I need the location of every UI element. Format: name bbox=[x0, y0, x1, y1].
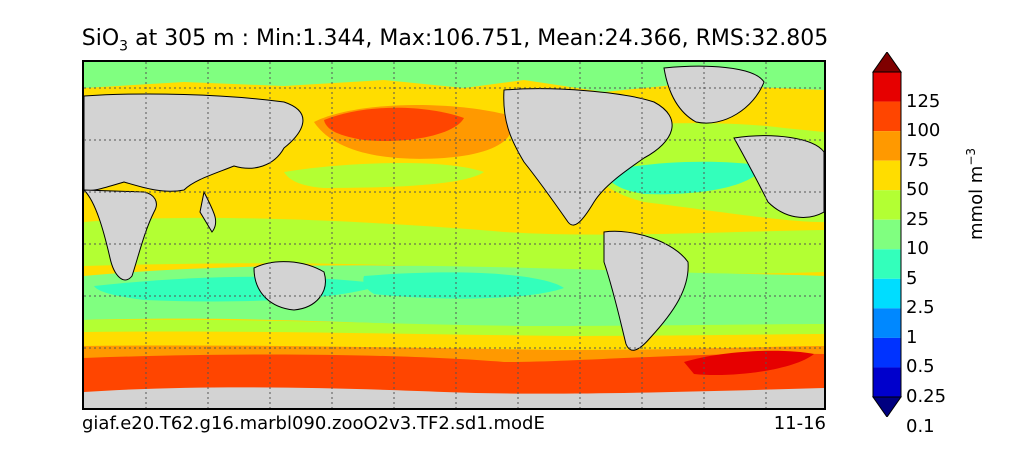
colorbar-tick-label: 0.25 bbox=[906, 386, 947, 407]
colorbar-extend-max bbox=[872, 52, 902, 73]
colorbar-tick-label: 0.5 bbox=[906, 356, 935, 378]
arctic-5-region bbox=[84, 62, 824, 92]
colorbar bbox=[872, 52, 902, 417]
units-base: mmol m bbox=[966, 165, 987, 240]
colorbar-segment bbox=[873, 131, 901, 161]
colorbar-segment bbox=[873, 249, 901, 279]
ocean-map-svg bbox=[84, 62, 824, 408]
south-america-land bbox=[603, 230, 689, 351]
greenland-land bbox=[663, 65, 765, 124]
ocean-map bbox=[82, 60, 826, 410]
africa-land bbox=[84, 189, 157, 281]
colorbar-segment bbox=[873, 72, 901, 102]
graticule bbox=[84, 62, 824, 408]
colorbar-tick-label: 125 bbox=[906, 90, 941, 112]
colorbar-tick-label: 2.5 bbox=[906, 297, 935, 319]
title-species: SiO bbox=[81, 26, 120, 51]
colorbar-segment bbox=[873, 101, 901, 132]
colorbar-tick-label: 5 bbox=[906, 267, 918, 289]
north-america-land bbox=[503, 88, 673, 226]
colorbar-segment bbox=[873, 190, 901, 220]
npac-10-band bbox=[284, 162, 484, 188]
southern-100-patch bbox=[684, 350, 814, 376]
colorbar-tick-label: 50 bbox=[906, 179, 929, 201]
case-name: giaf.e20.T62.g16.marbl090.zooO2v3.TF2.sd… bbox=[82, 413, 545, 434]
colorbar-extend-min bbox=[872, 396, 902, 417]
europe-africa-east-land bbox=[733, 135, 824, 218]
spac-2p5-patch bbox=[363, 272, 564, 299]
australia-land bbox=[253, 261, 326, 311]
colorbar-tick-label: 10 bbox=[906, 238, 929, 260]
title-stats: at 305 m : Min:1.344, Max:106.751, Mean:… bbox=[128, 26, 829, 51]
npac-75-region bbox=[324, 107, 464, 142]
units-exponent: −3 bbox=[964, 147, 978, 166]
colorbar-segment bbox=[873, 278, 901, 309]
colorbar-segment bbox=[873, 160, 901, 191]
colorbar-tick-label: 1 bbox=[906, 326, 918, 348]
colorbar-segment bbox=[873, 219, 901, 250]
colorbar-segment bbox=[873, 308, 901, 338]
units-label: mmol m−3 bbox=[964, 148, 987, 240]
antarctica-land bbox=[84, 387, 824, 408]
year-range: 11-16 bbox=[773, 413, 826, 434]
colorbar-tick-label: 75 bbox=[906, 149, 929, 171]
eurasia-land bbox=[84, 93, 304, 192]
colorbar-labels: 125 100 75 50 25 10 5 2.5 1 0.5 0.25 0.1 bbox=[906, 0, 966, 466]
colorbar-tick-label: 0.1 bbox=[906, 415, 935, 437]
colorbar-segment bbox=[873, 337, 901, 368]
colorbar-tick-label: 100 bbox=[906, 120, 941, 142]
natl-2p5-region bbox=[604, 161, 764, 195]
colorbar-segment bbox=[873, 367, 901, 397]
plot-title: SiO3 at 305 m : Min:1.344, Max:106.751, … bbox=[0, 26, 910, 54]
colorbar-tick-label: 25 bbox=[906, 208, 929, 230]
title-species-subscript: 3 bbox=[119, 38, 129, 55]
